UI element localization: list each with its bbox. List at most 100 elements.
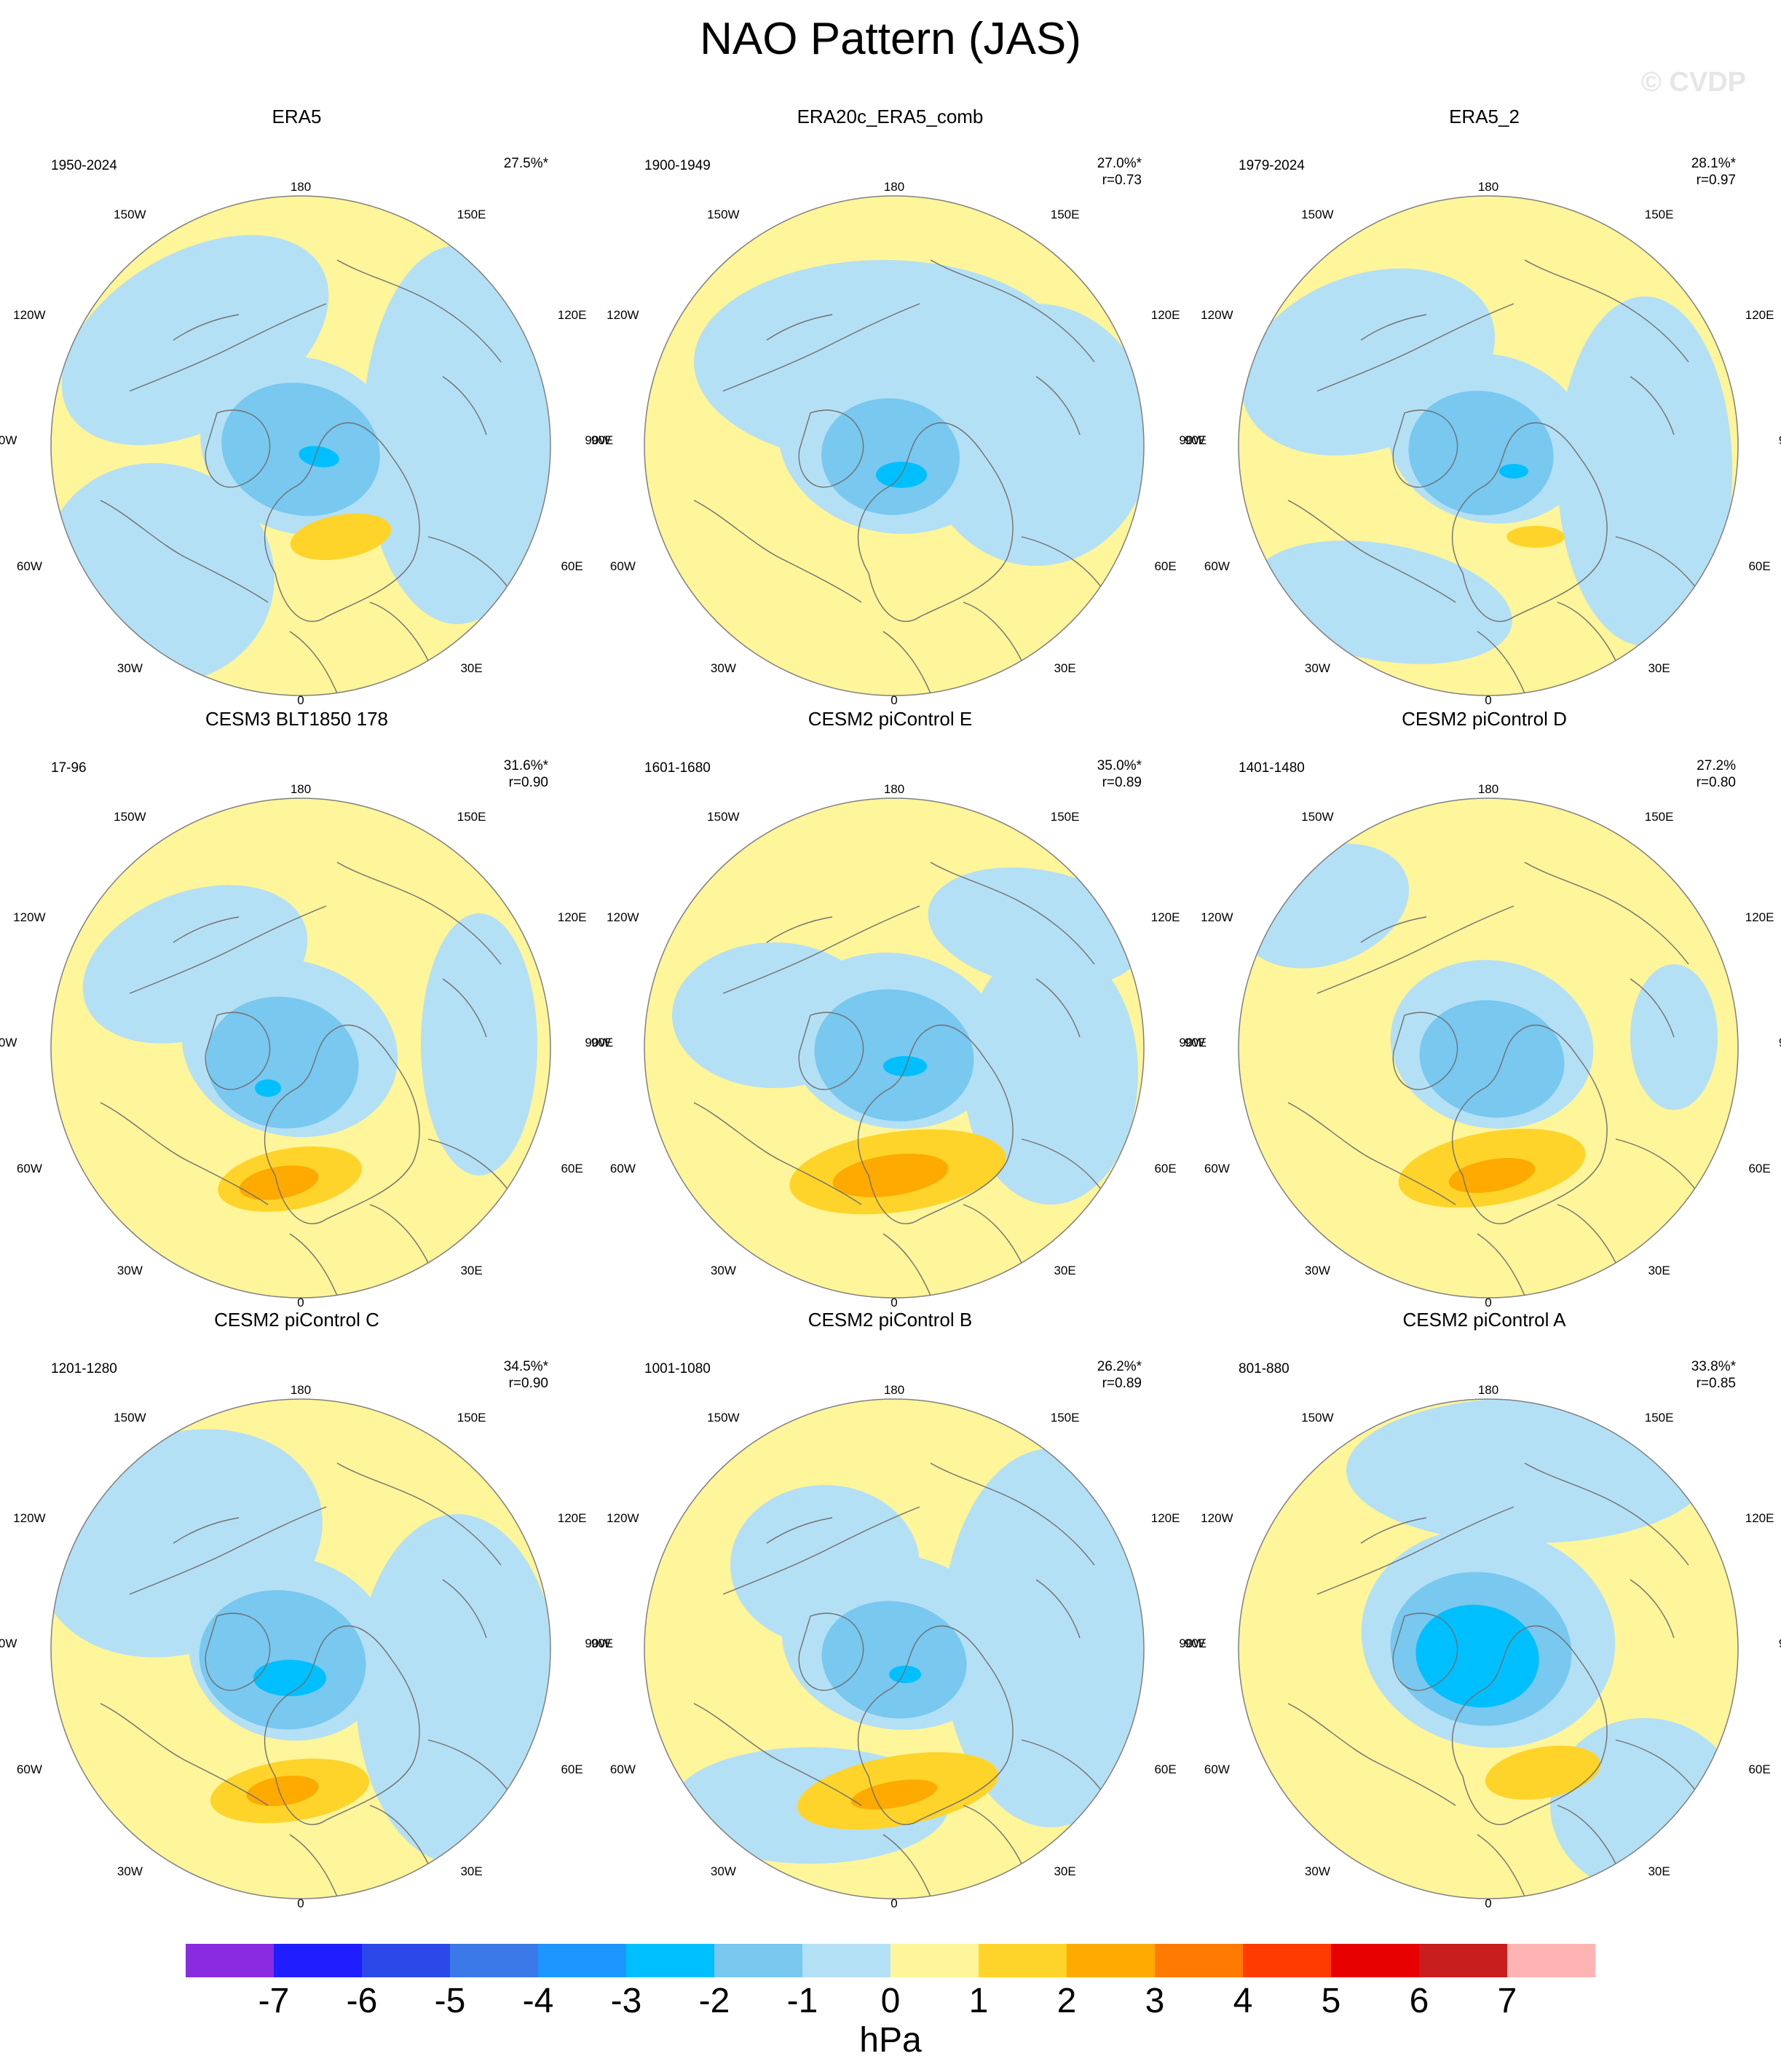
- coastline: [798, 1012, 864, 1090]
- coastline: [100, 1102, 269, 1205]
- longitude-label: 60W: [1204, 559, 1230, 573]
- anomaly-contour-region: [246, 1776, 319, 1806]
- longitude-label: 0: [890, 1896, 898, 1911]
- colorbar-tick-label: 4: [1233, 1982, 1253, 2020]
- longitude-label: 30E: [1054, 1264, 1076, 1278]
- longitude-label: 120E: [1150, 1510, 1180, 1525]
- panel-title: CESM2 piControl B: [807, 1309, 973, 1331]
- longitude-label: 60E: [561, 559, 583, 573]
- coastline: [1316, 303, 1515, 392]
- panel-title: CESM2 piControl D: [1402, 708, 1567, 730]
- coastline: [205, 1612, 271, 1691]
- longitude-label: 120E: [1745, 910, 1774, 924]
- longitude-label: 0: [1485, 1896, 1492, 1911]
- longitude-label: 60W: [609, 1161, 636, 1175]
- colorbar-tick-label: 3: [1145, 1982, 1165, 2020]
- longitude-label: 60W: [1204, 1762, 1230, 1776]
- coastline: [205, 1012, 271, 1090]
- coastline: [1360, 314, 1427, 341]
- coastline: [129, 905, 327, 994]
- longitude-label: 90E: [591, 1636, 614, 1651]
- longitude-label: 60E: [1154, 1762, 1177, 1776]
- longitude-label: 30E: [460, 661, 483, 676]
- longitude-label: 150E: [1644, 207, 1674, 221]
- longitude-label: 90E: [591, 1036, 614, 1050]
- coastline: [882, 631, 931, 694]
- coastline: [173, 314, 240, 341]
- coastline: [1630, 376, 1675, 436]
- anomaly-contour-region: [221, 382, 380, 516]
- longitude-label: 180: [1477, 1383, 1499, 1397]
- polar-map: [644, 1398, 1145, 1899]
- pattern-correlation: r=0.90: [508, 775, 548, 790]
- variance-explained: 27.0%*: [1097, 156, 1142, 171]
- coastline: [1360, 1517, 1427, 1544]
- variance-explained: 35.0%*: [1097, 758, 1142, 773]
- coastline: [930, 1462, 1095, 1566]
- longitude-label: 0: [297, 693, 304, 708]
- variance-explained: 28.1%*: [1691, 156, 1736, 171]
- colorbar-segment: [1419, 1944, 1507, 1977]
- longitude-label: 60W: [609, 559, 636, 573]
- panel-stats: 27.0%* r=0.73: [1097, 155, 1142, 189]
- longitude-label: 90W: [1179, 1636, 1205, 1651]
- anomaly-contour-region: [290, 513, 392, 560]
- map-panel: CESM3 BLT1850 178 17-96 31.6%* r=0.90 180 150…: [0, 708, 613, 1309]
- longitude-label: 60E: [1154, 559, 1177, 573]
- anomaly-contour-region: [421, 913, 537, 1175]
- coastline: [129, 303, 327, 392]
- colorbar-segment: [1067, 1944, 1155, 1977]
- colorbar-tick-label: -6: [346, 1982, 378, 2020]
- coastline: [289, 1233, 338, 1296]
- longitude-label: 150E: [1050, 207, 1080, 221]
- anomaly-contour-region: [1485, 1745, 1601, 1800]
- colorbar-segment: [186, 1944, 274, 1977]
- colorbar-segment: [450, 1944, 538, 1977]
- anomaly-contour-region: [1499, 464, 1528, 478]
- panel-stats: 27.5%*: [504, 155, 548, 172]
- greenland-coastline: [264, 1025, 420, 1224]
- colorbar-segment: [626, 1944, 714, 1977]
- longitude-label: 60W: [609, 1762, 636, 1776]
- anomaly-contour-region: [206, 996, 359, 1129]
- panel-period: 1979-2024: [1239, 158, 1305, 173]
- longitude-label: 60W: [1204, 1161, 1230, 1175]
- map-border: [1238, 1398, 1739, 1899]
- longitude-label: 60E: [561, 1762, 583, 1776]
- coastline: [336, 862, 502, 965]
- longitude-label: 30E: [1648, 1264, 1670, 1278]
- panel-period: 801-880: [1239, 1361, 1290, 1376]
- coastline: [693, 500, 862, 603]
- colorbar-segment: [362, 1944, 450, 1977]
- longitude-label: 120W: [13, 910, 46, 924]
- coastline: [1287, 1703, 1456, 1806]
- colorbar-tick-label: 1: [968, 1982, 989, 2020]
- longitude-label: 120E: [557, 910, 587, 924]
- longitude-label: 120W: [13, 307, 46, 322]
- colorbar-units: hPa: [859, 2021, 922, 2060]
- coastline: [1316, 905, 1515, 994]
- colorbar-tick-label: -3: [610, 1982, 642, 2020]
- longitude-label: 150E: [457, 207, 486, 221]
- map-panel: ERA20c_ERA5_comb 1900-1949 27.0%* r=0.73 180…: [585, 106, 1207, 707]
- coastline: [766, 1517, 833, 1544]
- longitude-label: 180: [290, 180, 312, 194]
- panel-title: CESM3 BLT1850 178: [205, 708, 388, 730]
- panel-title: CESM2 piControl A: [1402, 1309, 1566, 1331]
- longitude-label: 120W: [607, 1510, 639, 1525]
- longitude-label: 120W: [607, 910, 639, 924]
- coastline: [722, 303, 920, 392]
- panel-title: ERA20c_ERA5_comb: [797, 106, 984, 127]
- longitude-label: 60W: [16, 559, 42, 573]
- panel-stats: 34.5%* r=0.90: [504, 1358, 548, 1392]
- polar-map: [1238, 797, 1739, 1299]
- variance-explained: 31.6%*: [503, 758, 548, 773]
- longitude-label: 30E: [1054, 661, 1076, 676]
- longitude-label: 30W: [1304, 661, 1330, 676]
- anomaly-contour-region: [1419, 1000, 1565, 1118]
- longitude-label: 30W: [117, 661, 143, 676]
- longitude-label: 30W: [1304, 1264, 1330, 1278]
- panel-period: 1401-1480: [1239, 760, 1305, 776]
- map-border: [644, 1398, 1145, 1899]
- colorbar-segment: [1507, 1944, 1595, 1977]
